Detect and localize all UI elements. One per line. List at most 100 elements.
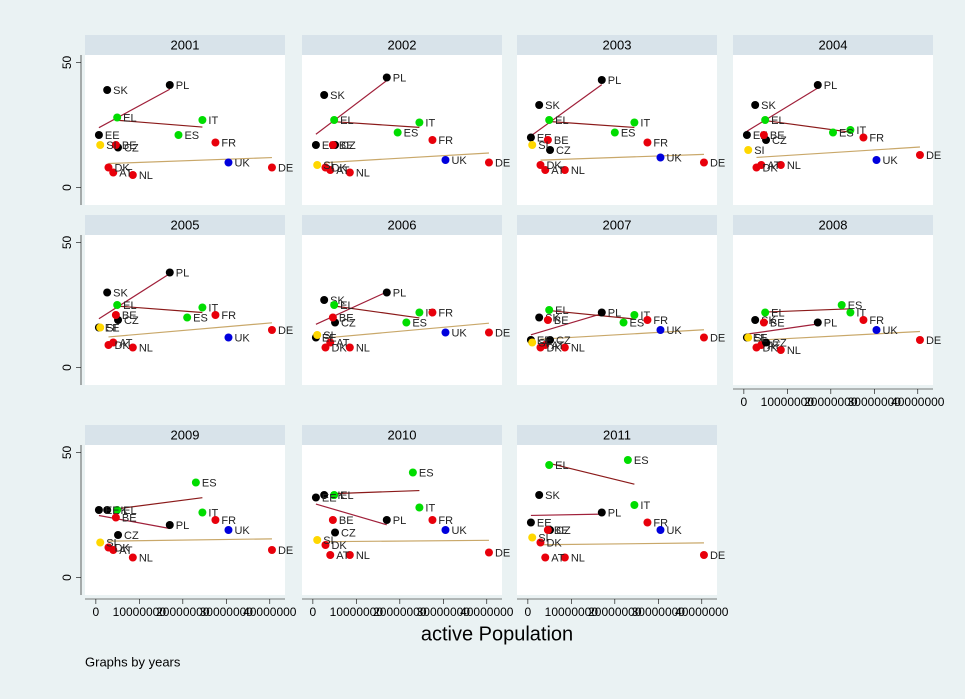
point-label: IT	[208, 302, 218, 314]
fit-line	[325, 539, 489, 543]
fit-line	[108, 322, 273, 338]
point-label: FR	[438, 515, 453, 527]
x-tick-label: 10000000	[545, 605, 599, 619]
point-label: NL	[571, 342, 585, 354]
point	[113, 506, 122, 514]
point-label: ES	[184, 130, 199, 142]
point-label: UK	[234, 525, 250, 537]
x-tick-label: 10000000	[761, 395, 815, 409]
point-label: IT	[640, 500, 650, 512]
point	[597, 76, 606, 84]
point-label: FR	[653, 517, 668, 529]
point-label: UK	[666, 325, 682, 337]
point	[224, 526, 233, 534]
fit-line	[549, 309, 635, 320]
x-tick-label: 20000000	[373, 605, 427, 619]
point-label: CZ	[772, 135, 787, 147]
y-tick-label: 0	[60, 364, 74, 371]
point-label: EL	[771, 307, 784, 319]
point	[313, 331, 322, 339]
point-label: CZ	[556, 335, 571, 347]
point	[104, 341, 113, 349]
point-label: EE	[753, 332, 768, 344]
point-label: FR	[869, 132, 884, 144]
point-label: IT	[208, 507, 218, 519]
x-tick-label: 0	[93, 605, 100, 619]
point-label: BE	[339, 312, 354, 324]
point	[535, 491, 544, 499]
point-label: PL	[608, 75, 621, 87]
point-label: AT	[767, 160, 781, 172]
point	[776, 346, 785, 354]
panel-header	[733, 35, 933, 55]
point-label: SI	[106, 322, 116, 334]
panel-header	[733, 215, 933, 235]
x-tick-label: 20000000	[588, 605, 642, 619]
point-label: SI	[106, 140, 116, 152]
panel-title: 2001	[171, 37, 200, 52]
point-label: BE	[770, 130, 785, 142]
x-tick-label: 30000000	[632, 605, 686, 619]
point-label: ES	[621, 127, 636, 139]
x-tick-label: 0	[525, 605, 532, 619]
point-label: FR	[438, 307, 453, 319]
point	[761, 116, 770, 124]
x-tick-label: 10000000	[330, 605, 384, 619]
point-label: BE	[122, 512, 137, 524]
point-label: EE	[537, 335, 552, 347]
x-tick-label: 0	[741, 395, 748, 409]
point	[484, 158, 493, 167]
point	[560, 166, 569, 174]
point	[560, 343, 569, 352]
panel-title: 2007	[603, 217, 632, 232]
panel-title: 2005	[171, 217, 200, 232]
point-label: EL	[555, 460, 568, 472]
x-tick-label: 30000000	[200, 605, 254, 619]
point	[623, 456, 632, 464]
point	[382, 73, 391, 82]
point-label: NL	[356, 550, 370, 562]
point	[382, 516, 391, 524]
point-label: CZ	[124, 142, 139, 154]
point-label: SI	[754, 145, 764, 157]
point	[320, 91, 329, 99]
point	[484, 548, 493, 557]
point-label: BE	[554, 525, 569, 537]
point-label: DE	[926, 335, 941, 347]
point-label: CZ	[556, 525, 571, 537]
point-label: IT	[640, 310, 650, 322]
point	[183, 313, 192, 322]
point	[104, 163, 113, 172]
point-label: AT	[551, 552, 565, 564]
point-label: EE	[322, 492, 337, 504]
point	[165, 268, 174, 277]
point	[813, 81, 822, 89]
point-label: FR	[221, 515, 236, 527]
point	[415, 118, 424, 127]
point	[382, 288, 391, 297]
fit-line	[98, 88, 171, 129]
point	[415, 308, 424, 317]
panel-title: 2002	[388, 37, 417, 52]
plot-area	[85, 55, 285, 205]
panel-header	[85, 215, 285, 235]
point	[321, 541, 330, 549]
point-label: CZ	[556, 145, 571, 157]
note: Graphs by years	[85, 654, 181, 669]
point	[846, 126, 855, 134]
point-label: EE	[322, 332, 337, 344]
point	[762, 338, 771, 347]
panel-title: 2006	[388, 217, 417, 232]
panel-header	[302, 215, 502, 235]
point	[526, 133, 535, 142]
point-label: PL	[393, 287, 406, 299]
y-tick-label: 50	[60, 446, 74, 460]
point-label: AT	[336, 337, 350, 349]
point-label: ES	[848, 300, 863, 312]
point	[546, 336, 555, 344]
point-label: FR	[221, 310, 236, 322]
x-axis-title: active Population	[421, 623, 573, 645]
point-label: BE	[554, 135, 569, 147]
point	[656, 153, 665, 162]
point	[656, 526, 665, 534]
